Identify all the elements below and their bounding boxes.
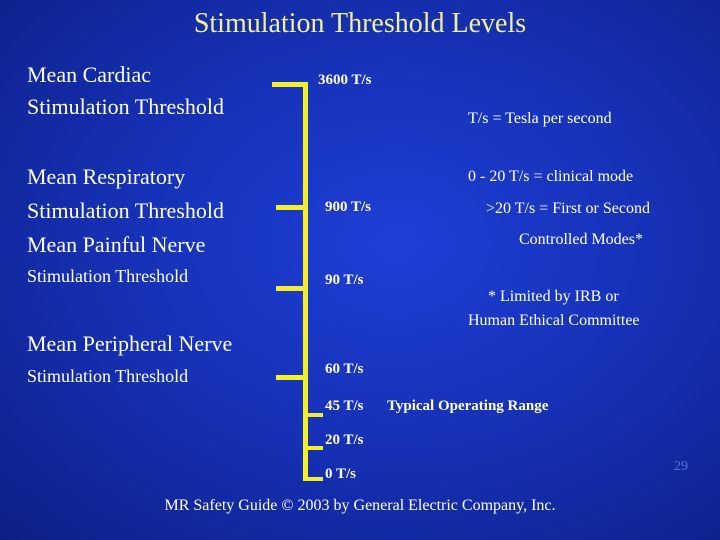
tick-3600 (272, 82, 308, 87)
value-90: 90 T/s (325, 272, 364, 288)
peripheral-nerve-label-line1: Mean Peripheral Nerve (27, 331, 233, 356)
painful-nerve-label-line2: Stimulation Threshold (27, 266, 189, 286)
irb-note-line2: Human Ethical Committee (468, 312, 640, 329)
slide-title: Stimulation Threshold Levels (193, 8, 527, 39)
value-45: 45 T/s (325, 398, 364, 414)
footer-credit: MR Safety Guide © 2003 by General Electr… (164, 497, 556, 514)
tick-20 (303, 446, 323, 450)
value-900: 900 T/s (325, 199, 371, 215)
threshold-scale-bar (303, 82, 308, 480)
controlled-mode-note-line1: >20 T/s = First or Second (486, 200, 650, 217)
peripheral-nerve-label-line2: Stimulation Threshold (27, 366, 189, 386)
cardiac-label-line1: Mean Cardiac (27, 62, 151, 87)
cardiac-label-line2: Stimulation Threshold (27, 94, 224, 119)
respiratory-label-line1: Mean Respiratory (27, 164, 186, 189)
tick-60 (276, 375, 308, 380)
value-0: 0 T/s (325, 466, 356, 482)
controlled-mode-note-line2: Controlled Modes* (519, 231, 643, 248)
irb-note-line1: * Limited by IRB or (488, 288, 619, 305)
typical-range-label: Typical Operating Range (387, 398, 549, 414)
painful-nerve-label-line1: Mean Painful Nerve (27, 232, 206, 257)
tick-900 (276, 205, 308, 210)
page-number: 29 (674, 459, 688, 474)
clinical-mode-note: 0 - 20 T/s = clinical mode (468, 168, 634, 185)
unit-note: T/s = Tesla per second (468, 110, 612, 127)
value-60: 60 T/s (325, 361, 364, 377)
tick-45 (303, 413, 323, 417)
tick-0 (303, 477, 323, 481)
value-3600: 3600 T/s (318, 72, 372, 88)
value-20: 20 T/s (325, 432, 364, 448)
respiratory-label-line2: Stimulation Threshold (27, 198, 224, 223)
tick-90 (276, 286, 308, 291)
